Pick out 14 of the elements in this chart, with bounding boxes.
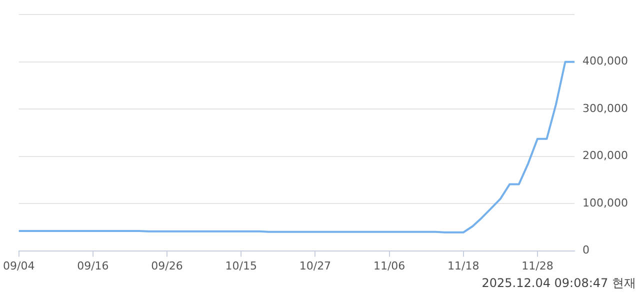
x-tick-label: 09/16 [77,259,109,272]
x-tick-label: 11/18 [448,259,480,272]
y-tick-label: 300,000 [582,102,628,115]
y-tick-label: 400,000 [582,54,628,68]
y-tick-label: 200,000 [582,149,628,162]
text: 2025.12.04 09:08:47 현재 [482,275,636,292]
x-tick-label: 09/26 [151,259,183,272]
x-tick-label: 11/28 [522,259,554,272]
y-tick-label: 100,000 [582,196,628,210]
x-tick-label: 10/15 [225,259,257,272]
x-tick-label: 09/04 [3,259,35,272]
x-tick-label: 11/06 [373,259,406,272]
y-tick-label: 0 [582,244,590,257]
x-tick-label: 10/27 [299,259,332,272]
